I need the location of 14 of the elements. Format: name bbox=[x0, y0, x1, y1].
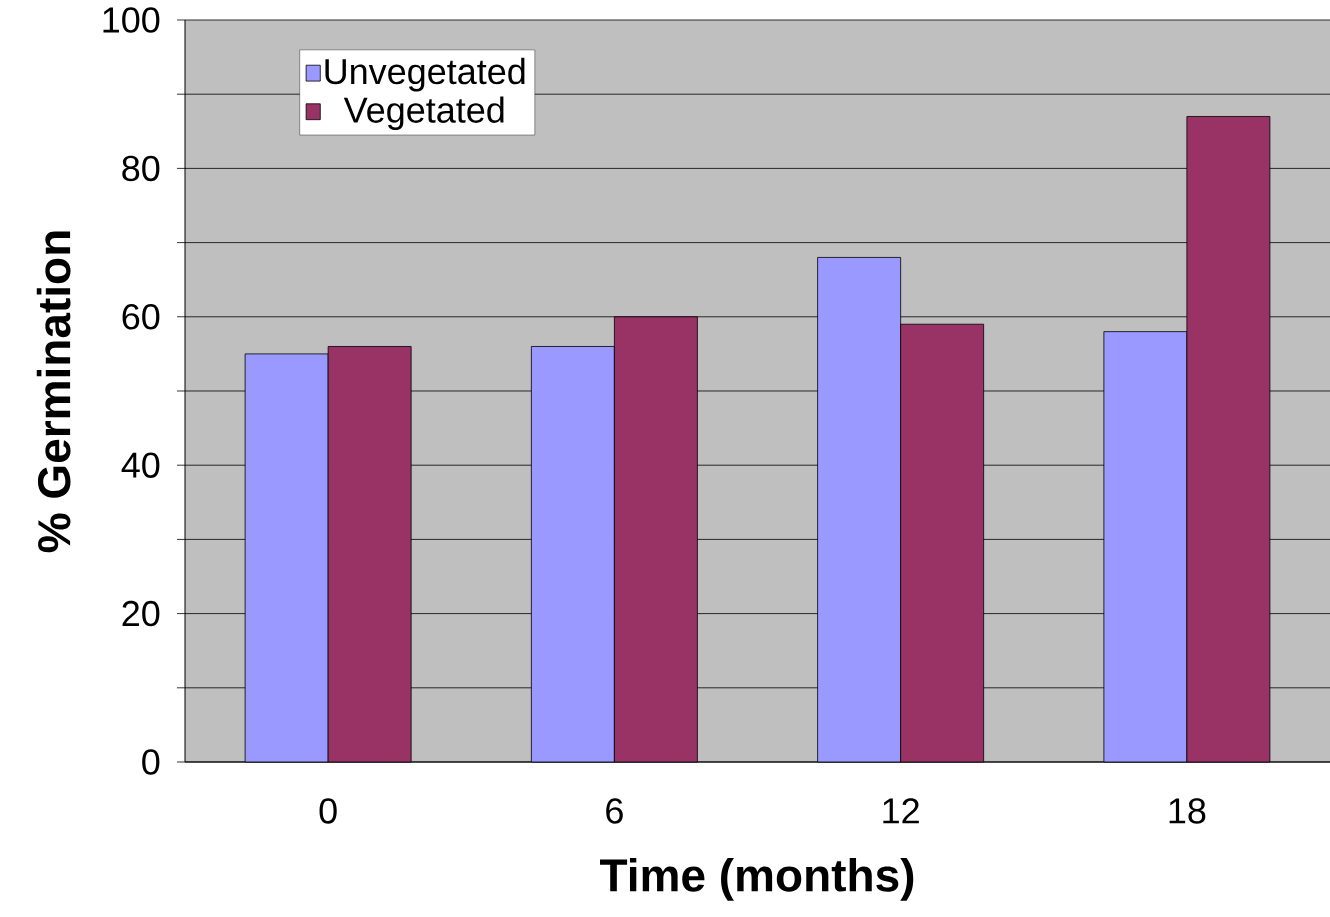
x-axis-title: Time (months) bbox=[600, 857, 914, 901]
y-axis-title: % Germination bbox=[36, 231, 71, 553]
y-tick-label: 80 bbox=[122, 155, 160, 182]
legend-label: Unvegetated bbox=[325, 57, 525, 92]
y-tick-label: 40 bbox=[121, 452, 160, 478]
y-tick-label: 0 bbox=[142, 749, 160, 775]
y-tick-label: 20 bbox=[122, 600, 160, 627]
x-tick-label: 18 bbox=[1169, 798, 1206, 824]
y-tick-label: 60 bbox=[122, 304, 160, 330]
x-tick-label: 0 bbox=[319, 798, 337, 824]
y-tick-label: 100 bbox=[103, 7, 160, 33]
x-tick-label: 12 bbox=[883, 798, 919, 824]
x-tick-label: 6 bbox=[606, 798, 623, 824]
legend-label: Vegetated bbox=[343, 96, 504, 130]
